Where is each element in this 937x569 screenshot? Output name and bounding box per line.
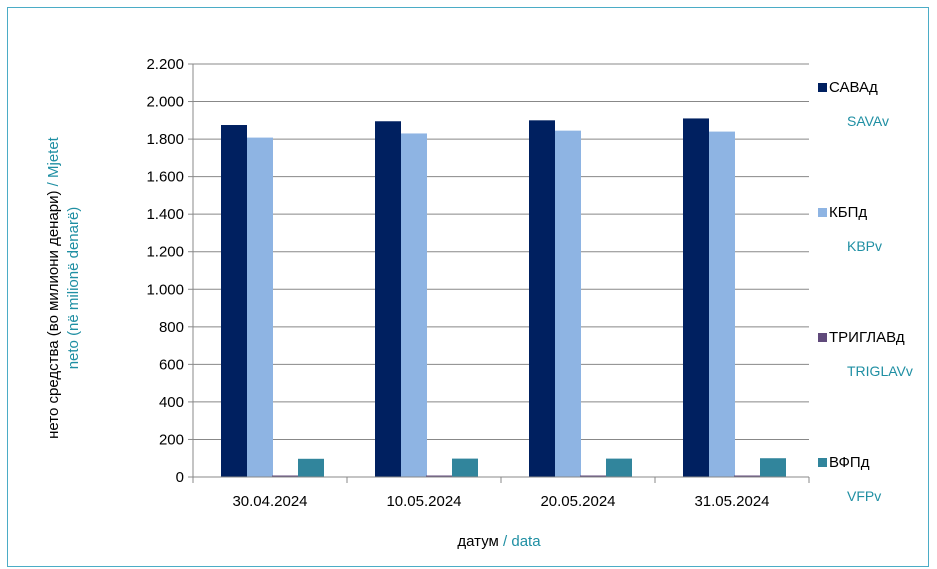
x-tick-label: 30.04.2024: [232, 493, 307, 510]
bar: [426, 475, 452, 477]
legend-label: ВФПд: [829, 454, 870, 471]
y-tick-label: 1.400: [146, 206, 184, 223]
x-tick-label: 31.05.2024: [694, 493, 769, 510]
bar: [247, 137, 273, 477]
bar: [272, 475, 298, 477]
bar: [709, 131, 735, 477]
x-tick-labels: 30.04.2024 10.05.2024 20.05.2024 31.05.2024: [192, 477, 810, 510]
bar: [760, 458, 786, 477]
y-axis-title-alt: / Mjetet: [45, 136, 62, 190]
bar: [580, 475, 606, 477]
legend-item: САВАд SAVAv: [818, 79, 889, 129]
legend-swatch: [818, 208, 827, 217]
legend-label: САВАд: [829, 79, 878, 96]
legend-item: КБПд KBPv: [818, 204, 882, 254]
bar: [606, 458, 632, 477]
y-tick-label: 1.000: [146, 281, 184, 298]
bar: [452, 458, 478, 477]
bar: [375, 121, 401, 477]
legend-sublabel: TRIGLAVv: [847, 363, 913, 379]
x-axis-title-alt: / data: [499, 533, 541, 550]
y-tick-label: 400: [159, 394, 184, 411]
legend-label: ТРИГЛАВд: [829, 329, 905, 346]
legend-label: КБПд: [829, 204, 867, 221]
x-axis-title-main: датум: [457, 533, 498, 550]
x-tick-label: 10.05.2024: [386, 493, 461, 510]
x-axis-title: датум / data: [457, 533, 541, 550]
bar: [529, 120, 555, 478]
y-axis-title-line1: нето средства (во милиони денари) / Mjet…: [45, 136, 62, 439]
chart-frame: 0 200 400 600 800 1.000 1.200 1.400 1.600 1.800 2.…: [7, 7, 929, 567]
legend-swatch: [818, 83, 827, 92]
bar: [401, 133, 427, 477]
bar: [683, 118, 709, 477]
y-tick-label: 2.000: [146, 94, 184, 111]
y-tick-label: 1.800: [146, 131, 184, 148]
bar-chart: 0 200 400 600 800 1.000 1.200 1.400 1.600 1.800 2.…: [45, 56, 913, 550]
grid-layer: [193, 63, 809, 440]
legend-item: ВФПд VFPv: [818, 454, 881, 504]
bar: [298, 458, 324, 477]
y-tick-label: 2.200: [146, 56, 184, 73]
legend-sublabel: VFPv: [847, 488, 881, 504]
y-tick-label: 600: [159, 356, 184, 373]
bars-layer: [221, 118, 786, 478]
legend-swatch: [818, 458, 827, 467]
legend-item: ТРИГЛАВд TRIGLAVv: [818, 329, 913, 379]
y-tick-label: 200: [159, 431, 184, 448]
legend: САВАд SAVAv КБПд KBPv ТРИГЛАВд TRIGLAVv ВФПд VF…: [818, 79, 913, 504]
y-tick-labels: 0 200 400 600 800 1.000 1.200 1.400 1.600 1.800 2.…: [146, 56, 193, 486]
y-axis-title-line2: neto (në milionë denarë): [65, 207, 82, 370]
bar: [734, 475, 760, 477]
y-axis-title-main: нето средства (во милиони денари): [45, 190, 62, 438]
legend-sublabel: KBPv: [847, 238, 882, 254]
x-tick-label: 20.05.2024: [540, 493, 615, 510]
y-tick-label: 1.200: [146, 244, 184, 261]
legend-sublabel: SAVAv: [847, 113, 889, 129]
y-tick-label: 0: [176, 469, 184, 486]
bar: [555, 130, 581, 477]
y-tick-label: 1.600: [146, 169, 184, 186]
y-tick-label: 800: [159, 319, 184, 336]
bar: [221, 125, 247, 478]
legend-swatch: [818, 333, 827, 342]
